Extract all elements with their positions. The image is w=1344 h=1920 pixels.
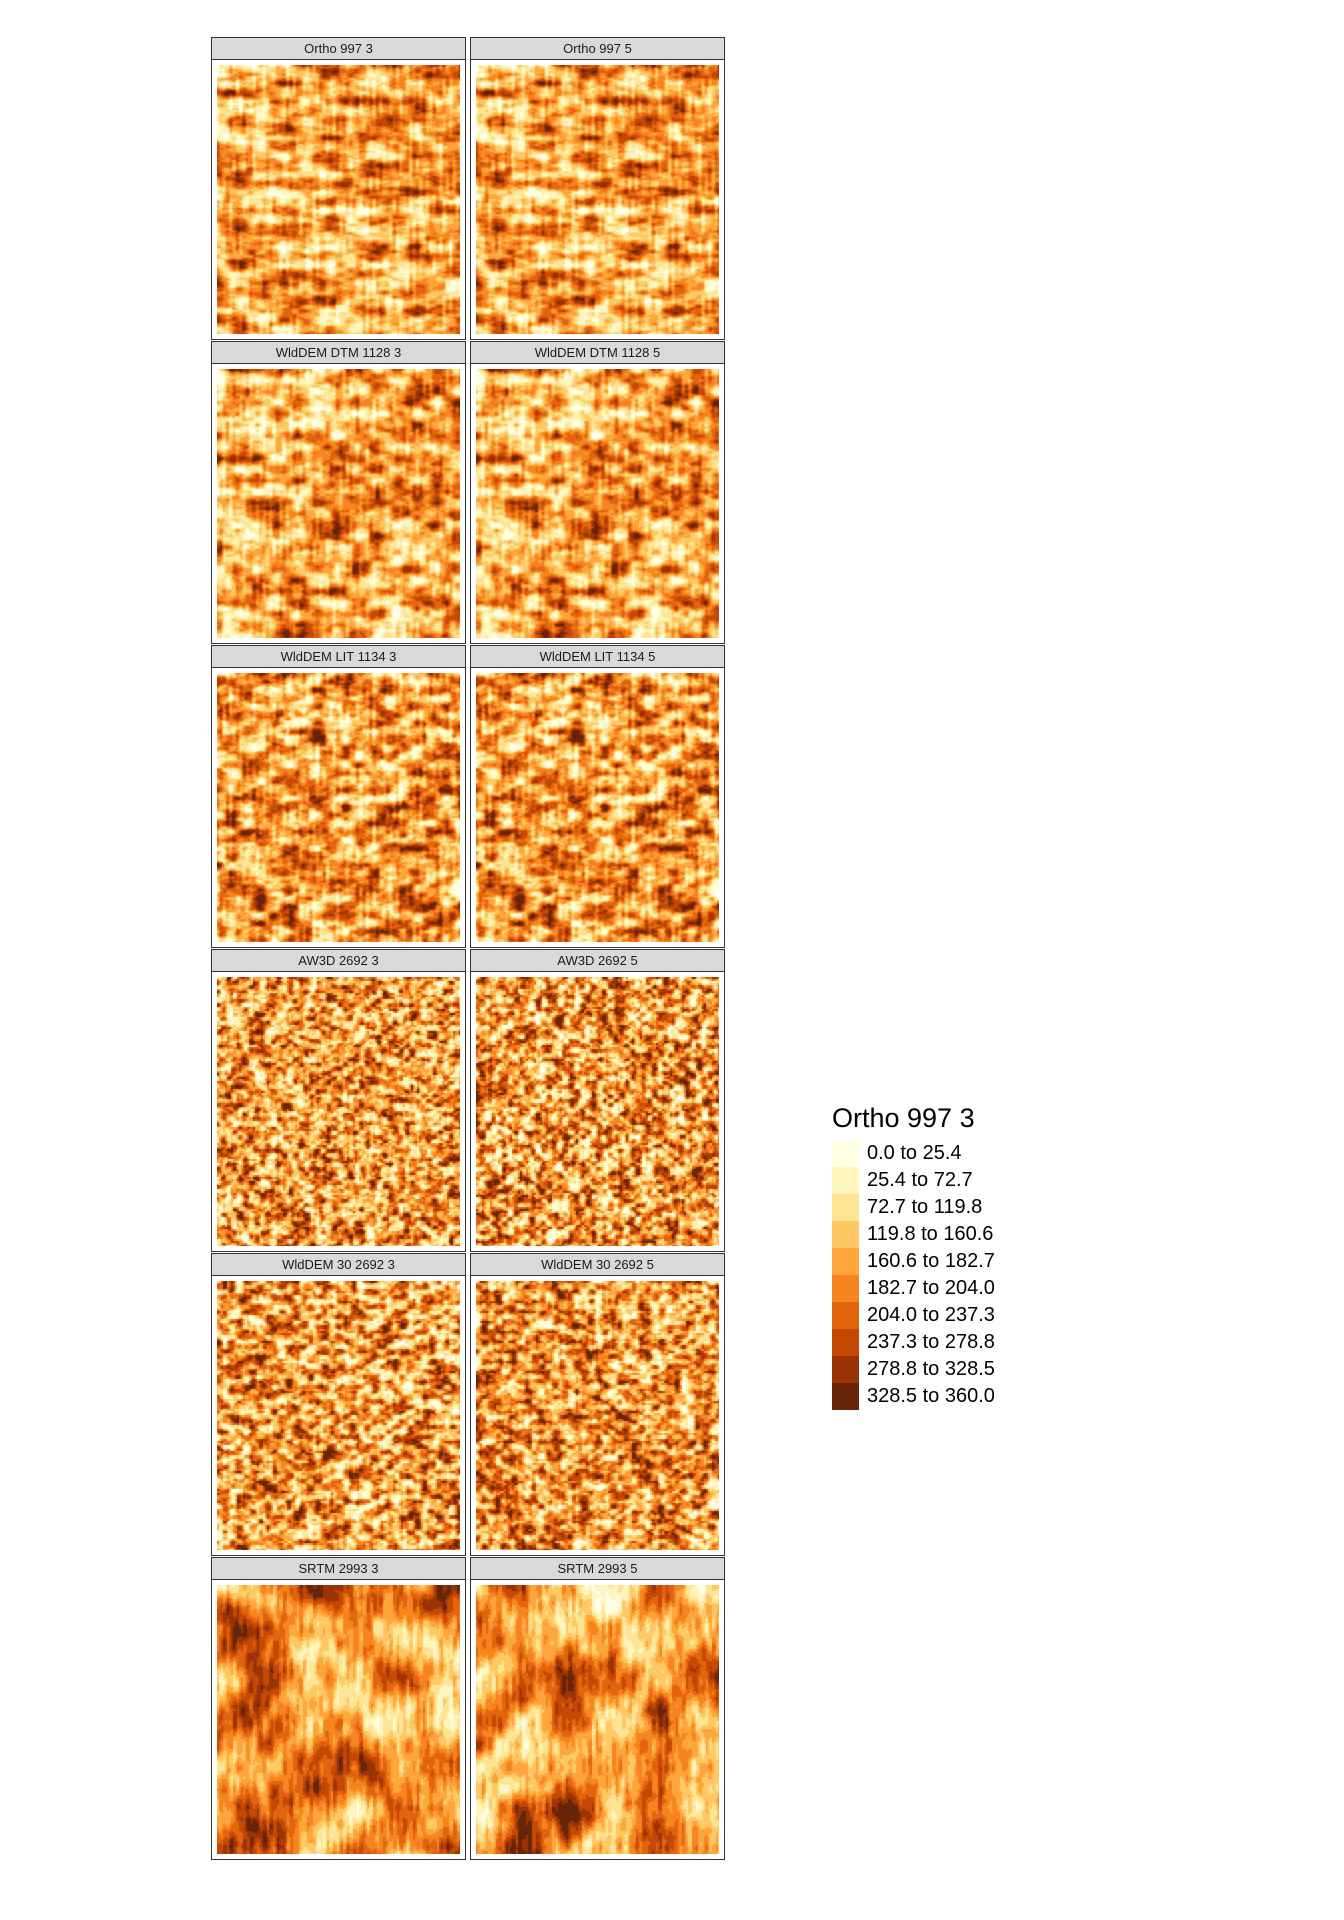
map-panel: WldDEM LIT 1134 3 (211, 645, 466, 948)
legend-classes: 0.0 to 25.4 25.4 to 72.7 72.7 to 119.8 119.… (832, 1140, 1052, 1410)
panel-title: Ortho 997 5 (471, 38, 724, 60)
aspect-raster-map (217, 1585, 460, 1854)
map-panel: WldDEM 30 2692 5 (470, 1253, 725, 1556)
legend-label: 160.6 to 182.7 (867, 1250, 995, 1272)
aspect-raster-map (476, 1585, 719, 1854)
legend-label: 72.7 to 119.8 (867, 1196, 983, 1218)
legend-item: 237.3 to 278.8 (832, 1329, 1052, 1356)
aspect-raster-map (476, 369, 719, 638)
legend-label: 237.3 to 278.8 (867, 1331, 995, 1353)
legend-swatch (832, 1356, 859, 1383)
map-panel: WldDEM DTM 1128 5 (470, 341, 725, 644)
aspect-raster-map (476, 977, 719, 1246)
aspect-raster-map (217, 65, 460, 334)
legend-item: 204.0 to 237.3 (832, 1302, 1052, 1329)
legend-swatch (832, 1140, 859, 1167)
map-panel: AW3D 2692 5 (470, 949, 725, 1252)
map-panel: WldDEM LIT 1134 5 (470, 645, 725, 948)
legend-label: 119.8 to 160.6 (867, 1223, 994, 1245)
legend-swatch (832, 1167, 859, 1194)
aspect-raster-map (476, 65, 719, 334)
map-panel: Ortho 997 3 (211, 37, 466, 340)
legend-label: 278.8 to 328.5 (867, 1358, 995, 1380)
aspect-raster-map (217, 673, 460, 942)
legend-swatch (832, 1221, 859, 1248)
legend-swatch (832, 1275, 859, 1302)
legend-item: 72.7 to 119.8 (832, 1194, 1052, 1221)
panel-title: SRTM 2993 5 (471, 1558, 724, 1580)
map-panel: WldDEM DTM 1128 3 (211, 341, 466, 644)
legend-label: 0.0 to 25.4 (867, 1142, 962, 1164)
aspect-raster-map (476, 1281, 719, 1550)
legend-swatch (832, 1302, 859, 1329)
map-panel: AW3D 2692 3 (211, 949, 466, 1252)
panel-title: WldDEM 30 2692 5 (471, 1254, 724, 1276)
panel-title: SRTM 2993 3 (212, 1558, 465, 1580)
panel-title: Ortho 997 3 (212, 38, 465, 60)
aspect-raster-map (217, 1281, 460, 1550)
legend-item: 278.8 to 328.5 (832, 1356, 1052, 1383)
legend-swatch (832, 1194, 859, 1221)
legend-item: 182.7 to 204.0 (832, 1275, 1052, 1302)
legend-title: Ortho 997 3 (832, 1103, 975, 1133)
legend-label: 25.4 to 72.7 (867, 1169, 973, 1191)
panel-title: WldDEM LIT 1134 5 (471, 646, 724, 668)
legend-item: 328.5 to 360.0 (832, 1383, 1052, 1410)
panel-title: WldDEM DTM 1128 3 (212, 342, 465, 364)
legend-item: 119.8 to 160.6 (832, 1221, 1052, 1248)
legend-label: 182.7 to 204.0 (867, 1277, 995, 1299)
panel-title: AW3D 2692 5 (471, 950, 724, 972)
panel-title: AW3D 2692 3 (212, 950, 465, 972)
map-panel: SRTM 2993 5 (470, 1557, 725, 1860)
map-panel: WldDEM 30 2692 3 (211, 1253, 466, 1556)
map-panel: Ortho 997 5 (470, 37, 725, 340)
panel-title: WldDEM LIT 1134 3 (212, 646, 465, 668)
legend-swatch (832, 1248, 859, 1275)
aspect-raster-map (217, 369, 460, 638)
legend-label: 328.5 to 360.0 (867, 1385, 995, 1407)
legend-item: 0.0 to 25.4 (832, 1140, 1052, 1167)
legend-swatch (832, 1383, 859, 1410)
legend-label: 204.0 to 237.3 (867, 1304, 995, 1326)
legend-item: 25.4 to 72.7 (832, 1167, 1052, 1194)
panel-title: WldDEM DTM 1128 5 (471, 342, 724, 364)
legend-item: 160.6 to 182.7 (832, 1248, 1052, 1275)
aspect-raster-map (217, 977, 460, 1246)
aspect-raster-map (476, 673, 719, 942)
panel-title: WldDEM 30 2692 3 (212, 1254, 465, 1276)
legend: Ortho 997 3 0.0 to 25.4 25.4 to 72.7 72.7 … (832, 1101, 1052, 1410)
legend-swatch (832, 1329, 859, 1356)
map-panel: SRTM 2993 3 (211, 1557, 466, 1860)
